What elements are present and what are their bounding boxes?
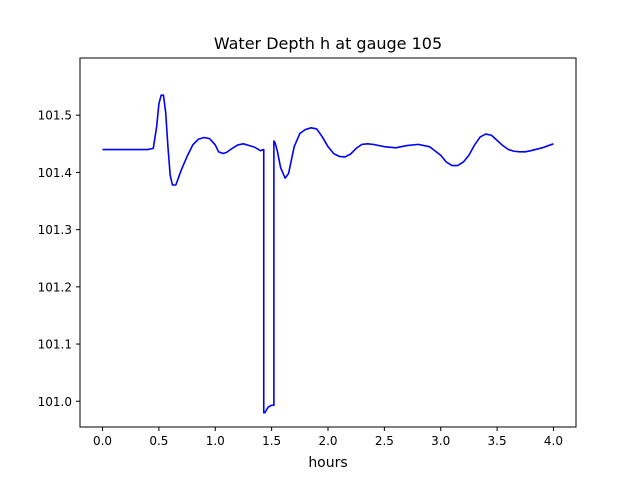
y-tick-label: 101.4 (38, 166, 72, 180)
y-tick-label: 101.3 (38, 223, 72, 237)
x-tick-label: 2.0 (318, 434, 337, 448)
x-tick-label: 0.0 (93, 434, 112, 448)
x-tick-label: 0.5 (149, 434, 168, 448)
x-tick-label: 1.0 (206, 434, 225, 448)
x-tick-label: 3.5 (488, 434, 507, 448)
y-tick-label: 101.5 (38, 109, 72, 123)
x-axis-label: hours (308, 455, 347, 471)
x-tick-label: 1.5 (262, 434, 281, 448)
y-tick-label: 101.0 (38, 395, 72, 409)
line-layer (102, 94, 554, 414)
series-line (102, 94, 554, 414)
x-tick-label: 3.0 (431, 434, 450, 448)
chart-title: Water Depth h at gauge 105 (214, 34, 442, 53)
plot-frame (79, 57, 577, 428)
x-tick-label: 4.0 (544, 434, 563, 448)
tick-layer: 0.0 0.5 1.0 1.5 2.0 2.5 3.0 3.5 4.0 101.0 101.1 101… (38, 109, 563, 448)
y-tick-label: 101.1 (38, 338, 72, 352)
y-tick-label: 101.2 (38, 280, 72, 294)
x-tick-label: 2.5 (375, 434, 394, 448)
